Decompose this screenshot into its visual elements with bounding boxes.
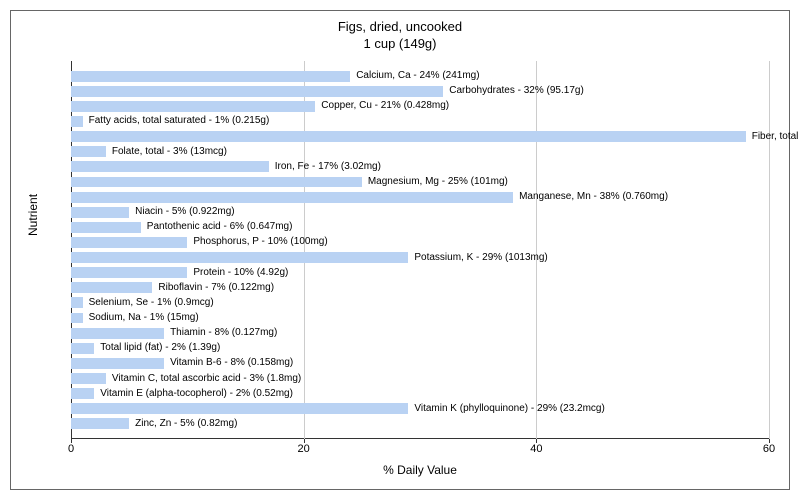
bar-label: Selenium, Se - 1% (0.9mcg) xyxy=(89,298,214,308)
bar-label: Total lipid (fat) - 2% (1.39g) xyxy=(100,343,220,353)
bar xyxy=(71,343,94,354)
bar xyxy=(71,101,315,112)
bar xyxy=(71,373,106,384)
bar-label: Protein - 10% (4.92g) xyxy=(193,268,288,278)
bar xyxy=(71,192,513,203)
bar xyxy=(71,131,746,142)
bar xyxy=(71,71,350,82)
bar-label: Fatty acids, total saturated - 1% (0.215… xyxy=(89,116,270,126)
bar xyxy=(71,86,443,97)
bar-label: Zinc, Zn - 5% (0.82mg) xyxy=(135,419,237,429)
bar-label: Copper, Cu - 21% (0.428mg) xyxy=(321,101,449,111)
bar-label: Iron, Fe - 17% (3.02mg) xyxy=(275,162,381,172)
bar xyxy=(71,418,129,429)
x-tick-label: 60 xyxy=(763,443,775,455)
bar xyxy=(71,267,187,278)
bar xyxy=(71,116,83,127)
bar xyxy=(71,146,106,157)
bar xyxy=(71,161,269,172)
bar-label: Phosphorus, P - 10% (100mg) xyxy=(193,237,327,247)
y-axis-label: Nutrient xyxy=(26,194,40,236)
bar xyxy=(71,252,408,263)
bar xyxy=(71,222,141,233)
bar-label: Thiamin - 8% (0.127mg) xyxy=(170,328,277,338)
bar xyxy=(71,328,164,339)
x-ticks: 0204060 xyxy=(71,439,769,457)
chart-title: Figs, dried, uncooked 1 cup (149g) xyxy=(11,19,789,53)
bar-label: Magnesium, Mg - 25% (101mg) xyxy=(368,177,508,187)
bar xyxy=(71,388,94,399)
bar-label: Potassium, K - 29% (1013mg) xyxy=(414,253,547,263)
grid-line xyxy=(304,61,305,439)
bar-label: Niacin - 5% (0.922mg) xyxy=(135,207,234,217)
bar-label: Vitamin C, total ascorbic acid - 3% (1.8… xyxy=(112,374,301,384)
bar-label: Calcium, Ca - 24% (241mg) xyxy=(356,71,479,81)
title-line-2: 1 cup (149g) xyxy=(11,36,789,53)
bar-label: Carbohydrates - 32% (95.17g) xyxy=(449,86,584,96)
title-line-1: Figs, dried, uncooked xyxy=(11,19,789,36)
grid-line xyxy=(536,61,537,439)
bar xyxy=(71,313,83,324)
bar-label: Riboflavin - 7% (0.122mg) xyxy=(158,283,274,293)
bar xyxy=(71,403,408,414)
bar-label: Sodium, Na - 1% (15mg) xyxy=(89,313,199,323)
bar xyxy=(71,358,164,369)
bar-label: Fiber, total dietary - 58% (14.6g) xyxy=(752,132,800,142)
bar-label: Vitamin B-6 - 8% (0.158mg) xyxy=(170,358,293,368)
plot-area: Nutrient % Daily Value 0204060 Calcium, … xyxy=(71,61,769,439)
bar xyxy=(71,282,152,293)
bar-label: Pantothenic acid - 6% (0.647mg) xyxy=(147,222,293,232)
bar-label: Folate, total - 3% (13mcg) xyxy=(112,147,227,157)
x-tick-label: 0 xyxy=(68,443,74,455)
grid-line xyxy=(769,61,770,439)
bar-label: Vitamin K (phylloquinone) - 29% (23.2mcg… xyxy=(414,404,604,414)
bar xyxy=(71,297,83,308)
bar xyxy=(71,177,362,188)
chart-container: Figs, dried, uncooked 1 cup (149g) Nutri… xyxy=(10,10,790,490)
x-tick-label: 20 xyxy=(298,443,310,455)
bar xyxy=(71,207,129,218)
bar-label: Manganese, Mn - 38% (0.760mg) xyxy=(519,192,668,202)
x-axis-label: % Daily Value xyxy=(383,463,457,477)
bar-label: Vitamin E (alpha-tocopherol) - 2% (0.52m… xyxy=(100,389,293,399)
x-tick-label: 40 xyxy=(530,443,542,455)
bar xyxy=(71,237,187,248)
